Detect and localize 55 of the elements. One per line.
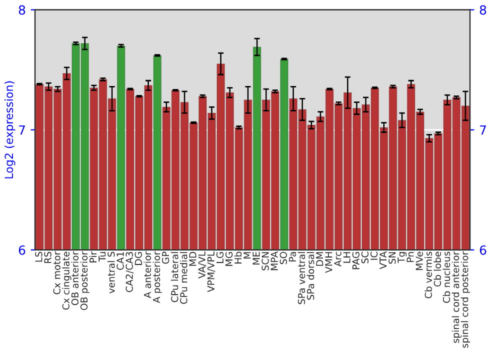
- x-tick-label: MD: [189, 252, 196, 266]
- x-tick-label: MG: [225, 252, 233, 266]
- x-tick-label: MPA: [270, 251, 278, 270]
- x-tick-label: SC: [361, 252, 369, 264]
- x-tick-label: Pir: [89, 251, 97, 262]
- x-tick-label: CA2/CA3: [126, 252, 134, 292]
- y2-tick-label: 7: [480, 125, 486, 135]
- x-tick-label: Tg: [398, 252, 407, 264]
- x-tick-label: CPu medial: [180, 252, 188, 304]
- y-tick-label: 8: [18, 5, 26, 15]
- x-tick-label: LS: [35, 252, 42, 262]
- x-tick-label: Arc: [334, 252, 342, 267]
- x-tick-label: OB posterior: [80, 251, 90, 310]
- x-tick-label: Cx cingulate: [62, 252, 72, 310]
- x-tick-label: Tu: [98, 252, 106, 262]
- x-tick-label: OB anterior: [71, 251, 79, 306]
- y-axis-title: Log2 (expression): [4, 81, 16, 178]
- x-tick-label: LH: [343, 252, 350, 263]
- x-tick-label: VPM/VPL: [207, 251, 216, 292]
- x-tick-label: DM: [316, 252, 324, 266]
- x-tick-label: CA1: [116, 252, 124, 270]
- y-tick-label: 7: [19, 125, 25, 135]
- y2-tick-label: 6: [480, 245, 486, 255]
- x-tick-label: A posterior: [152, 251, 162, 304]
- x-tick-label: Cx motor: [53, 251, 60, 294]
- x-tick-label: SPa ventral: [298, 252, 306, 304]
- x-tick-label: RS: [44, 252, 52, 263]
- x-tick-label: SCN: [262, 252, 269, 270]
- x-tick-label: PAG: [352, 252, 360, 270]
- x-tick-label: ventral S: [107, 252, 115, 294]
- x-tick-label: VA/VL: [198, 251, 206, 278]
- x-tick-label: M: [244, 252, 251, 259]
- x-tick-label: Cb vermis: [424, 252, 432, 298]
- x-tick-label: Pn: [406, 252, 414, 262]
- x-tick-label: SN: [388, 252, 396, 264]
- x-tick-label: MVe: [416, 252, 423, 270]
- x-tick-label: VMH: [325, 252, 332, 273]
- x-tick-label: IC: [370, 252, 378, 260]
- y2-tick-label: 8: [480, 5, 486, 15]
- x-tick-label: ME: [252, 252, 260, 264]
- x-tick-label: Cb nucleus: [442, 252, 450, 303]
- x-tick-label: SO: [280, 252, 287, 264]
- y-tick-label: 6: [18, 245, 26, 255]
- x-tick-label: A anterior: [144, 251, 152, 298]
- x-tick-label: Pa: [289, 252, 296, 262]
- x-tick-label: VTA: [380, 251, 387, 270]
- x-tick-label: LG: [216, 252, 224, 263]
- x-tick-label: Cb lobe: [434, 252, 442, 287]
- x-tick-label: spinal cord anterior: [452, 251, 461, 343]
- x-tick-label: DG: [134, 252, 142, 265]
- x-tick-label: Hb: [234, 252, 242, 264]
- x-tick-label: SPa dorsal: [306, 252, 314, 300]
- x-tick-label: spinal cord posterior: [460, 251, 470, 348]
- x-tick-label: GP: [162, 252, 170, 264]
- x-tick-label: CPu lateral: [170, 252, 178, 302]
